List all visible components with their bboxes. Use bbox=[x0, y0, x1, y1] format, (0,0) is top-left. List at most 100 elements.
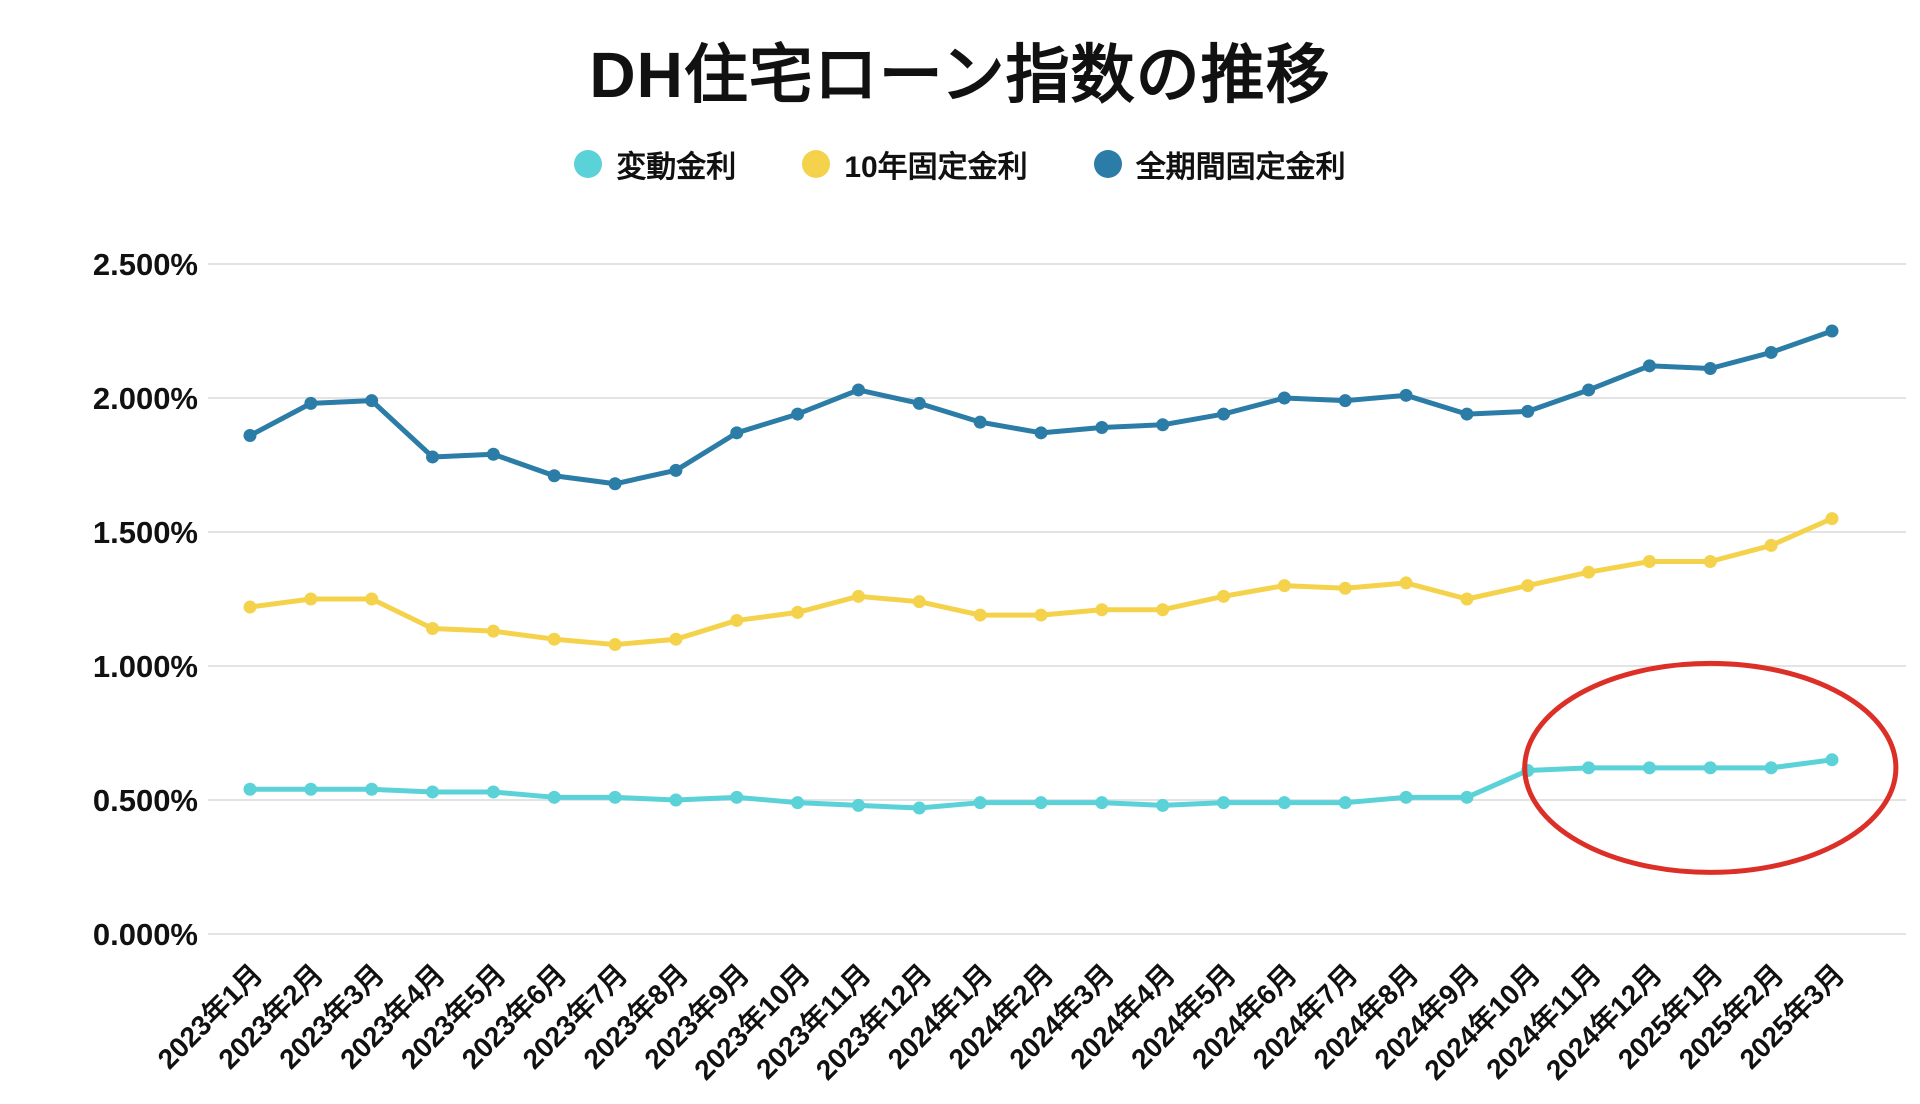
data-point-variable-rate bbox=[1703, 761, 1717, 775]
data-point-full-term-fixed-rate bbox=[1034, 426, 1048, 440]
data-point-variable-rate bbox=[912, 801, 926, 815]
legend-label-full-term-fixed-rate: 全期間固定金利 bbox=[1135, 151, 1346, 184]
series-line-10y-fixed-rate bbox=[247, 516, 1835, 648]
data-point-10y-fixed-rate bbox=[1095, 603, 1109, 617]
data-point-variable-rate bbox=[365, 782, 379, 796]
x-tick-label: 2023年4月 bbox=[333, 958, 450, 1075]
y-tick-label: 1.500% bbox=[93, 515, 198, 550]
series-line-full-term-fixed-rate bbox=[247, 328, 1835, 487]
x-tick-label: 2024年7月 bbox=[1246, 958, 1363, 1075]
chart-legend: 変動金利 10年固定金利 全期間固定金利 bbox=[0, 142, 1920, 186]
data-point-10y-fixed-rate bbox=[791, 605, 805, 619]
data-point-10y-fixed-rate bbox=[1764, 538, 1778, 552]
series-full-term-fixed-rate bbox=[243, 324, 1839, 491]
data-point-full-term-fixed-rate bbox=[1703, 362, 1717, 376]
data-point-full-term-fixed-rate bbox=[1399, 388, 1413, 402]
data-point-10y-fixed-rate bbox=[426, 621, 440, 635]
x-tick-label: 2024年6月 bbox=[1185, 958, 1302, 1075]
x-tick-label: 2025年3月 bbox=[1733, 958, 1850, 1075]
x-tick-label: 2023年2月 bbox=[212, 958, 329, 1075]
data-point-full-term-fixed-rate bbox=[1521, 404, 1535, 418]
data-point-variable-rate bbox=[1582, 761, 1596, 775]
data-point-full-term-fixed-rate bbox=[1156, 418, 1170, 432]
data-point-full-term-fixed-rate bbox=[1338, 394, 1352, 408]
data-point-full-term-fixed-rate bbox=[608, 477, 622, 491]
data-point-10y-fixed-rate bbox=[973, 608, 987, 622]
series-line-variable-rate bbox=[247, 757, 1835, 811]
data-point-full-term-fixed-rate bbox=[365, 394, 379, 408]
y-axis-labels: 0.000% 0.500% 1.000% 1.500% 2.000% 2.500% bbox=[93, 247, 198, 952]
x-tick-label: 2023年8月 bbox=[577, 958, 694, 1075]
data-point-full-term-fixed-rate bbox=[973, 415, 987, 429]
data-point-variable-rate bbox=[304, 782, 318, 796]
data-point-full-term-fixed-rate bbox=[1582, 383, 1596, 397]
data-point-variable-rate bbox=[1277, 796, 1291, 810]
legend-swatch-10y-fixed-rate bbox=[802, 150, 831, 178]
data-point-10y-fixed-rate bbox=[1034, 608, 1048, 622]
data-point-10y-fixed-rate bbox=[486, 624, 500, 638]
data-point-variable-rate bbox=[1338, 796, 1352, 810]
x-tick-label: 2023年7月 bbox=[516, 958, 633, 1075]
annotation-ellipse bbox=[1522, 660, 1899, 875]
data-point-10y-fixed-rate bbox=[304, 592, 318, 606]
data-point-variable-rate bbox=[730, 790, 744, 804]
y-tick-label: 2.500% bbox=[93, 247, 198, 282]
x-tick-label: 2024年3月 bbox=[1003, 958, 1120, 1075]
data-point-10y-fixed-rate bbox=[912, 595, 926, 609]
gridlines bbox=[208, 263, 1906, 935]
data-point-variable-rate bbox=[1521, 764, 1535, 778]
x-tick-label: 2025年1月 bbox=[1611, 958, 1728, 1075]
legend-label-10y-fixed-rate: 10年固定金利 bbox=[844, 151, 1028, 184]
data-point-variable-rate bbox=[608, 790, 622, 804]
x-tick-label: 2024年4月 bbox=[1064, 958, 1181, 1075]
data-point-full-term-fixed-rate bbox=[791, 407, 805, 421]
data-point-full-term-fixed-rate bbox=[912, 396, 926, 410]
x-tick-label: 2023年5月 bbox=[394, 958, 511, 1075]
y-tick-label: 0.000% bbox=[93, 917, 198, 952]
data-point-variable-rate bbox=[426, 785, 440, 799]
x-tick-label: 2023年10月 bbox=[688, 958, 816, 1086]
data-point-10y-fixed-rate bbox=[1399, 576, 1413, 590]
data-point-full-term-fixed-rate bbox=[851, 383, 865, 397]
data-point-variable-rate bbox=[1764, 761, 1778, 775]
x-tick-label: 2024年10月 bbox=[1418, 958, 1546, 1086]
x-tick-label: 2024年12月 bbox=[1539, 958, 1667, 1086]
x-tick-label: 2024年8月 bbox=[1307, 958, 1424, 1075]
data-point-variable-rate bbox=[973, 796, 987, 810]
x-tick-label: 2023年9月 bbox=[638, 958, 755, 1075]
data-point-full-term-fixed-rate bbox=[1460, 407, 1474, 421]
x-tick-label: 2023年12月 bbox=[809, 958, 937, 1086]
data-point-variable-rate bbox=[1217, 796, 1231, 810]
data-point-variable-rate bbox=[1095, 796, 1109, 810]
data-point-10y-fixed-rate bbox=[365, 592, 379, 606]
data-point-10y-fixed-rate bbox=[1217, 589, 1231, 603]
data-point-variable-rate bbox=[1642, 761, 1656, 775]
x-tick-label: 2024年5月 bbox=[1124, 958, 1241, 1075]
x-tick-label: 2024年2月 bbox=[942, 958, 1059, 1075]
legend-swatch-full-term-fixed-rate bbox=[1093, 150, 1122, 178]
x-tick-label: 2024年11月 bbox=[1480, 958, 1607, 1085]
data-point-variable-rate bbox=[1034, 796, 1048, 810]
y-tick-label: 2.000% bbox=[93, 381, 198, 416]
legend-item-10y-fixed-rate: 10年固定金利 bbox=[802, 142, 1028, 186]
data-point-10y-fixed-rate bbox=[1338, 581, 1352, 595]
data-point-variable-rate bbox=[243, 782, 257, 796]
series-10y-fixed-rate bbox=[243, 512, 1839, 652]
data-point-full-term-fixed-rate bbox=[1642, 359, 1656, 373]
data-point-10y-fixed-rate bbox=[547, 632, 561, 646]
data-point-variable-rate bbox=[547, 790, 561, 804]
data-point-variable-rate bbox=[669, 793, 683, 807]
data-point-full-term-fixed-rate bbox=[1825, 324, 1839, 338]
legend-swatch-variable-rate bbox=[574, 150, 603, 178]
x-tick-label: 2023年1月 bbox=[151, 958, 268, 1075]
data-point-10y-fixed-rate bbox=[608, 638, 622, 652]
data-point-full-term-fixed-rate bbox=[1095, 420, 1109, 434]
x-tick-label: 2025年2月 bbox=[1672, 958, 1789, 1075]
data-point-variable-rate bbox=[486, 785, 500, 799]
data-point-full-term-fixed-rate bbox=[426, 450, 440, 464]
data-point-10y-fixed-rate bbox=[1277, 579, 1291, 593]
data-point-10y-fixed-rate bbox=[669, 632, 683, 646]
legend-item-variable-rate: 変動金利 bbox=[574, 142, 736, 186]
data-point-10y-fixed-rate bbox=[851, 589, 865, 603]
legend-label-variable-rate: 変動金利 bbox=[616, 151, 737, 184]
